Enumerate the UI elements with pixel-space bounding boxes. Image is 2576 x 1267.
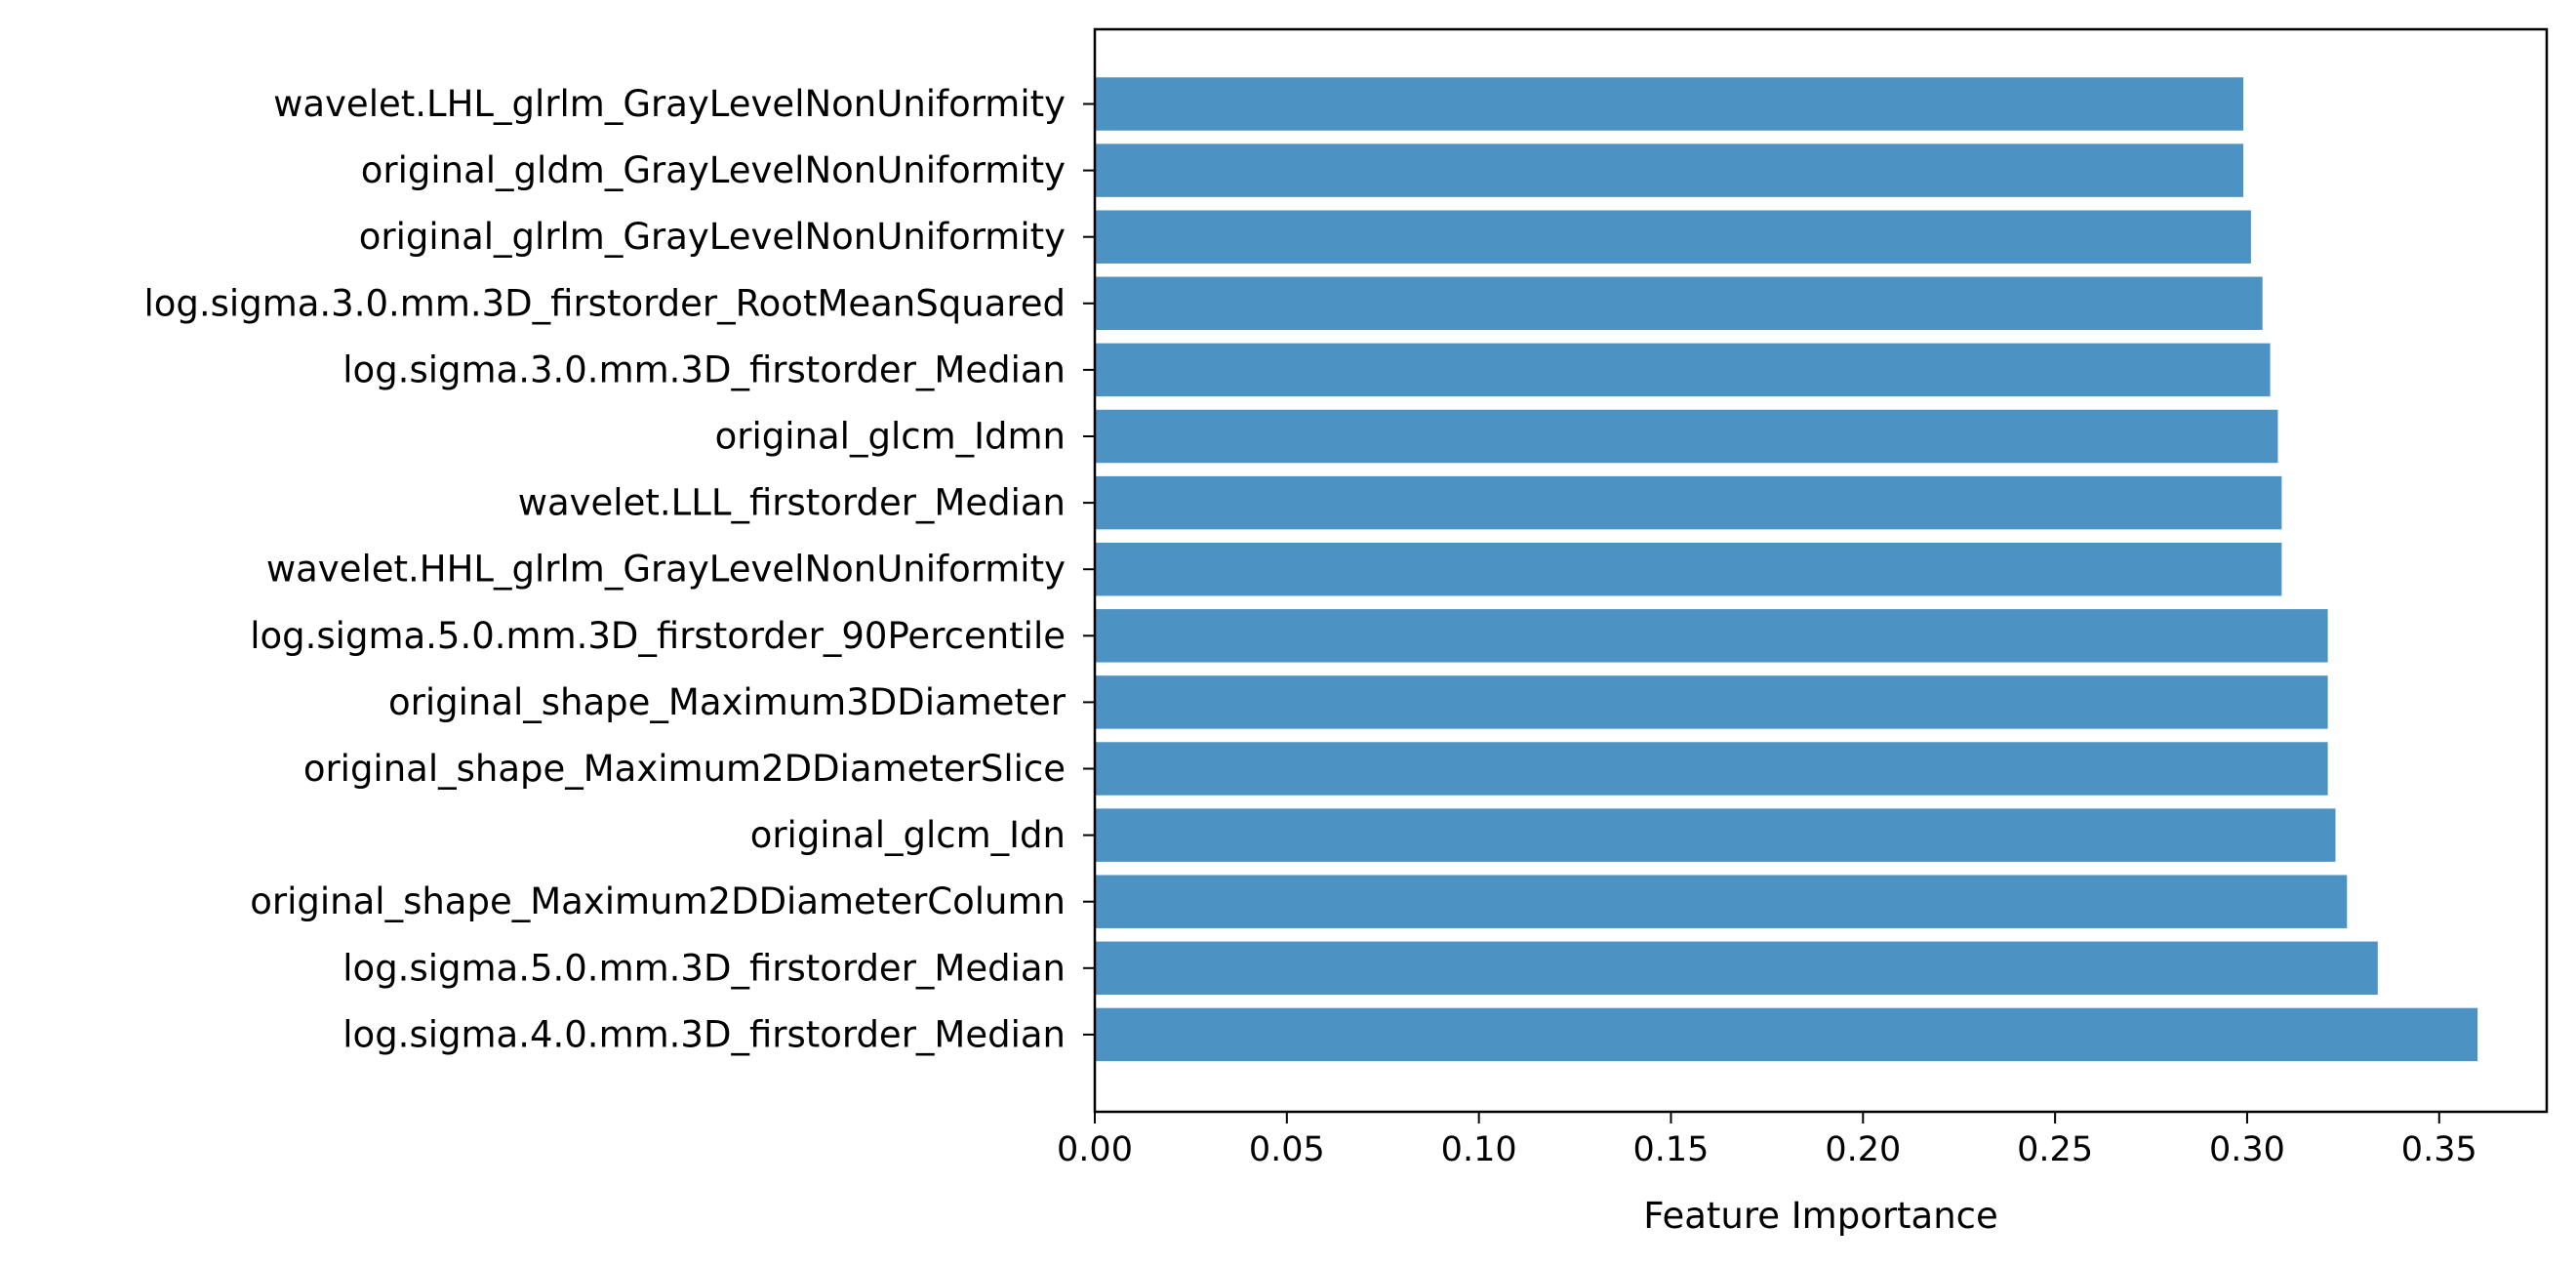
bar xyxy=(1095,609,2328,663)
x-tick-label: 0.00 xyxy=(1057,1130,1133,1169)
bar xyxy=(1095,210,2251,264)
x-tick-label: 0.10 xyxy=(1441,1130,1517,1169)
plot-frame xyxy=(1093,27,2549,1114)
bar xyxy=(1095,276,2263,331)
bar xyxy=(1095,542,2282,596)
category-label: wavelet.LLL_firstorder_Median xyxy=(518,482,1066,524)
x-tick-label: 0.20 xyxy=(1825,1130,1901,1169)
category-labels: wavelet.LHL_glrlm_GrayLevelNonUniformity… xyxy=(143,83,1095,1055)
x-axis-label: Feature Importance xyxy=(1643,1195,1998,1237)
category-label: log.sigma.5.0.mm.3D_firstorder_90Percent… xyxy=(250,615,1066,657)
category-label: original_glrlm_GrayLevelNonUniformity xyxy=(359,216,1066,258)
bar xyxy=(1095,409,2278,464)
bar xyxy=(1095,875,2348,928)
category-label: original_shape_Maximum3DDiameter xyxy=(388,681,1067,723)
x-tick-label: 0.25 xyxy=(2017,1130,2093,1169)
category-label: log.sigma.4.0.mm.3D_firstorder_Median xyxy=(342,1013,1066,1055)
bar xyxy=(1095,675,2328,729)
category-label: log.sigma.3.0.mm.3D_firstorder_Median xyxy=(342,348,1066,390)
bar xyxy=(1095,475,2282,530)
category-label: original_shape_Maximum2DDiameterSlice xyxy=(303,748,1066,790)
bar xyxy=(1095,808,2336,862)
category-label: original_shape_Maximum2DDiameterColumn xyxy=(250,880,1066,922)
bar xyxy=(1095,143,2244,197)
bar xyxy=(1095,343,2271,397)
x-tick-label: 0.30 xyxy=(2209,1130,2285,1169)
x-tick-label: 0.15 xyxy=(1633,1130,1710,1169)
category-label: original_gldm_GrayLevelNonUniformity xyxy=(361,149,1066,191)
category-label: wavelet.HHL_glrlm_GrayLevelNonUniformity xyxy=(266,549,1066,591)
category-label: original_glcm_Idmn xyxy=(715,416,1066,458)
bars-group xyxy=(1095,77,2478,1062)
category-label: wavelet.LHL_glrlm_GrayLevelNonUniformity xyxy=(273,83,1066,125)
bar xyxy=(1095,941,2378,996)
bar xyxy=(1095,1007,2478,1062)
category-label: log.sigma.3.0.mm.3D_firstorder_RootMeanS… xyxy=(143,282,1066,324)
x-tick-label: 0.35 xyxy=(2401,1130,2477,1169)
category-label: log.sigma.5.0.mm.3D_firstorder_Median xyxy=(342,947,1066,989)
x-tick-label: 0.05 xyxy=(1249,1130,1325,1169)
bar xyxy=(1095,77,2244,131)
category-label: original_glcm_Idn xyxy=(750,814,1066,856)
bar xyxy=(1095,742,2328,796)
x-axis-ticks: 0.00 0.05 0.10 0.15 0.20 0.25 0.30 0.35 xyxy=(1057,1112,2477,1169)
